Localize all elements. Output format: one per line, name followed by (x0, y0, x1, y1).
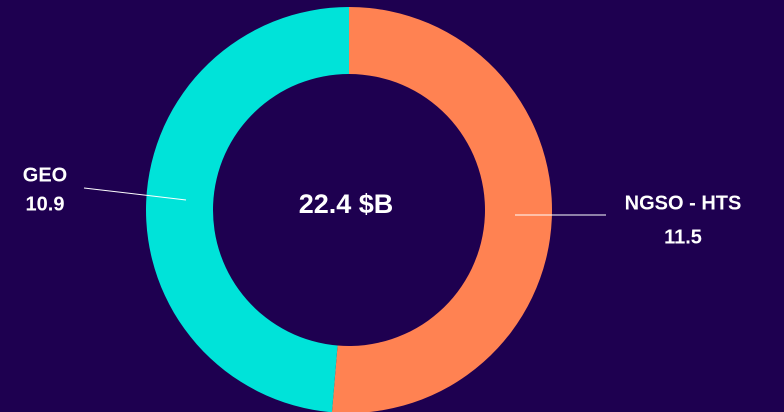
slice-label: NGSO - HTS (625, 192, 742, 214)
donut-slice (146, 7, 349, 412)
slice-value: 10.9 (26, 193, 65, 215)
center-label: 22.4 $B (299, 189, 394, 219)
slices (146, 7, 552, 412)
donut-slice (331, 7, 552, 412)
leader-line (83, 187, 187, 201)
slice-value: 11.5 (664, 226, 702, 248)
slice-label: GEO (23, 164, 67, 186)
